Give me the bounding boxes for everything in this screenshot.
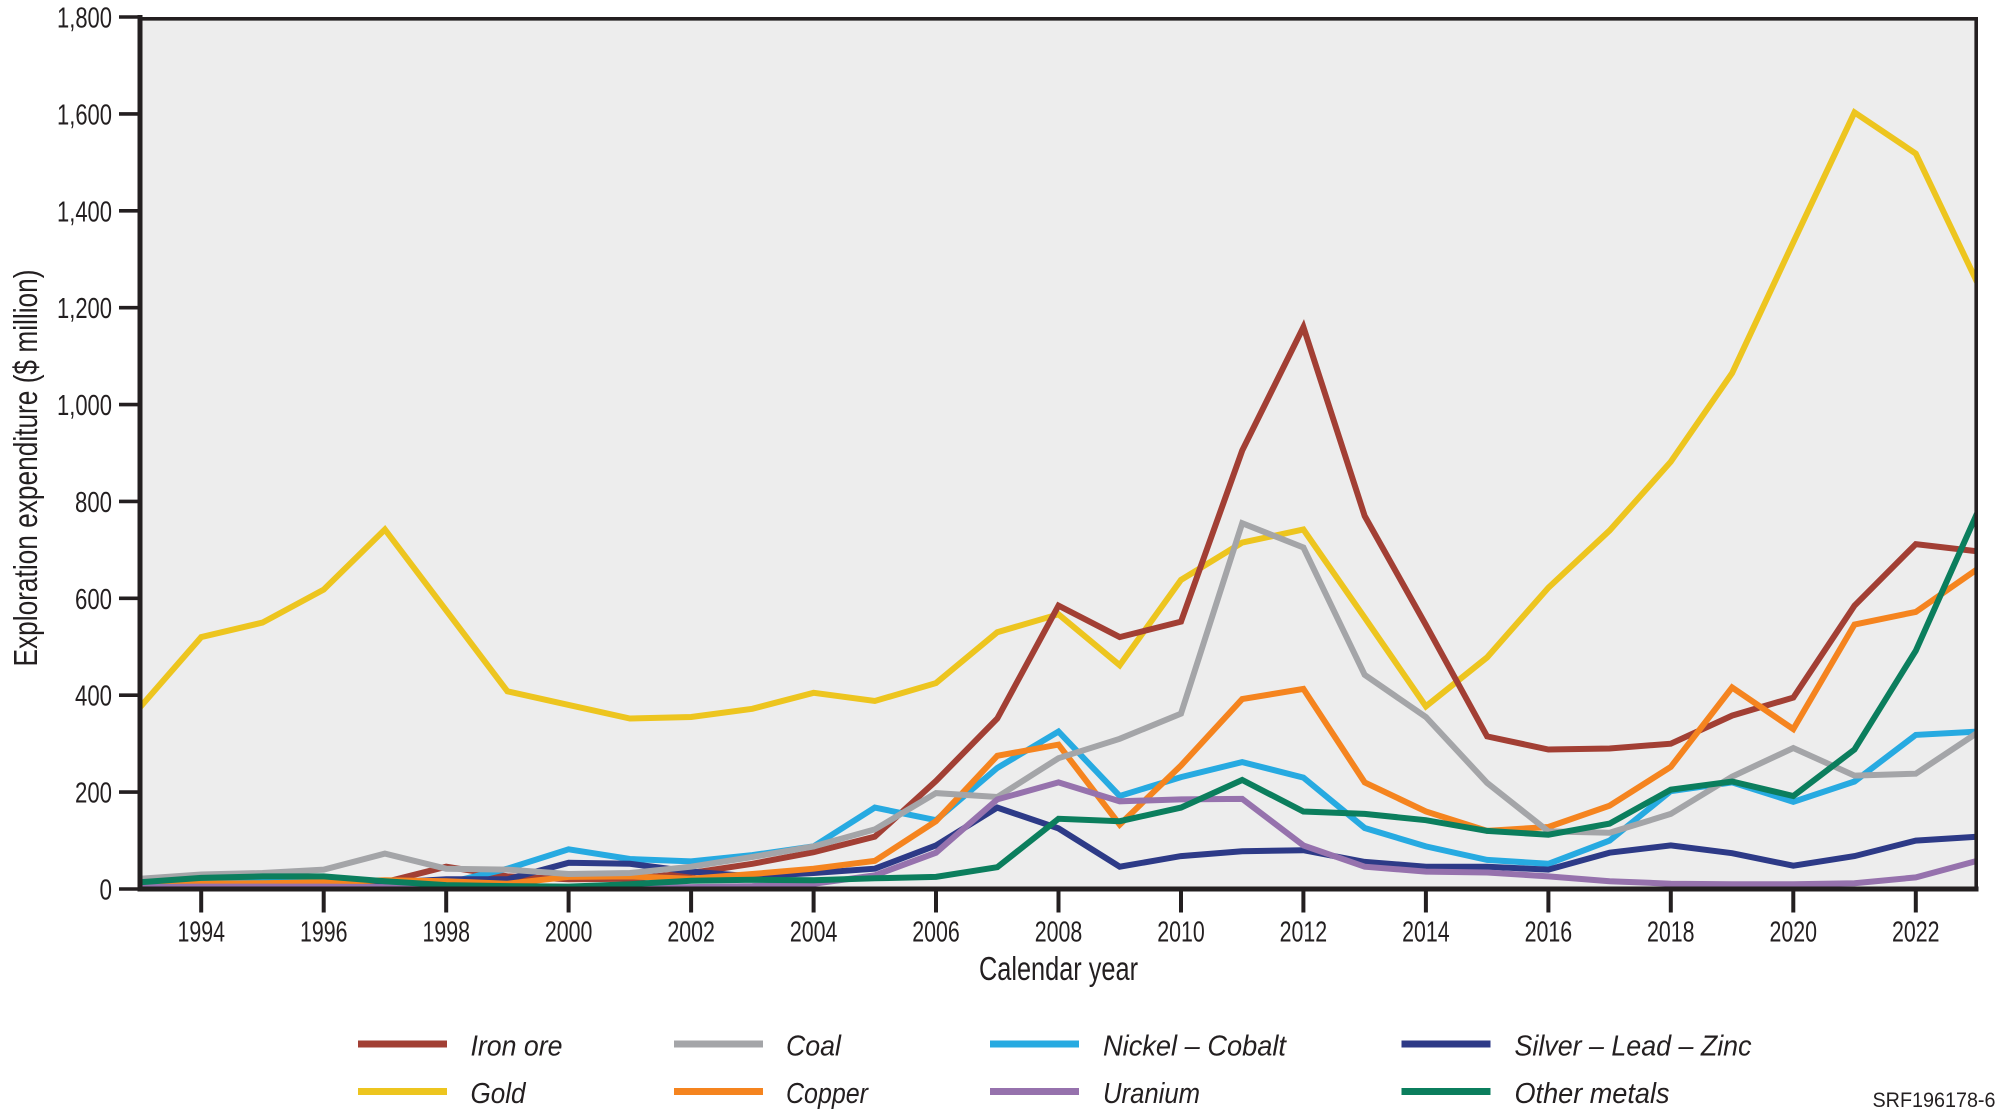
svg-text:600: 600	[75, 584, 112, 616]
svg-text:1998: 1998	[422, 917, 470, 949]
svg-text:1994: 1994	[177, 917, 225, 949]
svg-text:2016: 2016	[1525, 917, 1573, 949]
svg-text:Exploration expenditure ($ mil: Exploration expenditure ($ million)	[7, 270, 44, 667]
svg-text:2000: 2000	[545, 917, 593, 949]
svg-text:Copper: Copper	[786, 1078, 869, 1110]
svg-text:Gold: Gold	[471, 1078, 527, 1110]
svg-text:2018: 2018	[1647, 917, 1695, 949]
svg-text:Uranium: Uranium	[1103, 1078, 1200, 1110]
svg-text:2022: 2022	[1892, 917, 1940, 949]
svg-text:2020: 2020	[1770, 917, 1818, 949]
svg-text:2002: 2002	[667, 917, 715, 949]
svg-text:1,200: 1,200	[57, 293, 112, 325]
svg-text:2008: 2008	[1035, 917, 1083, 949]
svg-text:1996: 1996	[300, 917, 348, 949]
svg-text:1,400: 1,400	[57, 196, 112, 228]
svg-text:Other metals: Other metals	[1515, 1078, 1670, 1110]
svg-text:1,800: 1,800	[57, 3, 112, 35]
svg-text:2004: 2004	[790, 917, 838, 949]
svg-text:1,600: 1,600	[57, 99, 112, 131]
svg-text:2010: 2010	[1157, 917, 1205, 949]
svg-text:Coal: Coal	[786, 1031, 842, 1063]
svg-text:2014: 2014	[1402, 917, 1450, 949]
svg-text:400: 400	[75, 681, 112, 713]
svg-text:Calendar year: Calendar year	[979, 950, 1138, 987]
svg-text:Iron ore: Iron ore	[471, 1031, 563, 1063]
svg-text:2012: 2012	[1280, 917, 1328, 949]
svg-text:800: 800	[75, 487, 112, 519]
svg-text:0: 0	[100, 875, 113, 907]
svg-text:Nickel – Cobalt: Nickel – Cobalt	[1103, 1031, 1288, 1063]
svg-text:2006: 2006	[912, 917, 960, 949]
svg-text:Silver – Lead – Zinc: Silver – Lead – Zinc	[1515, 1031, 1752, 1063]
svg-text:200: 200	[75, 778, 112, 810]
svg-text:SRF196178-6: SRF196178-6	[1873, 1089, 1996, 1112]
svg-text:1,000: 1,000	[57, 390, 112, 422]
